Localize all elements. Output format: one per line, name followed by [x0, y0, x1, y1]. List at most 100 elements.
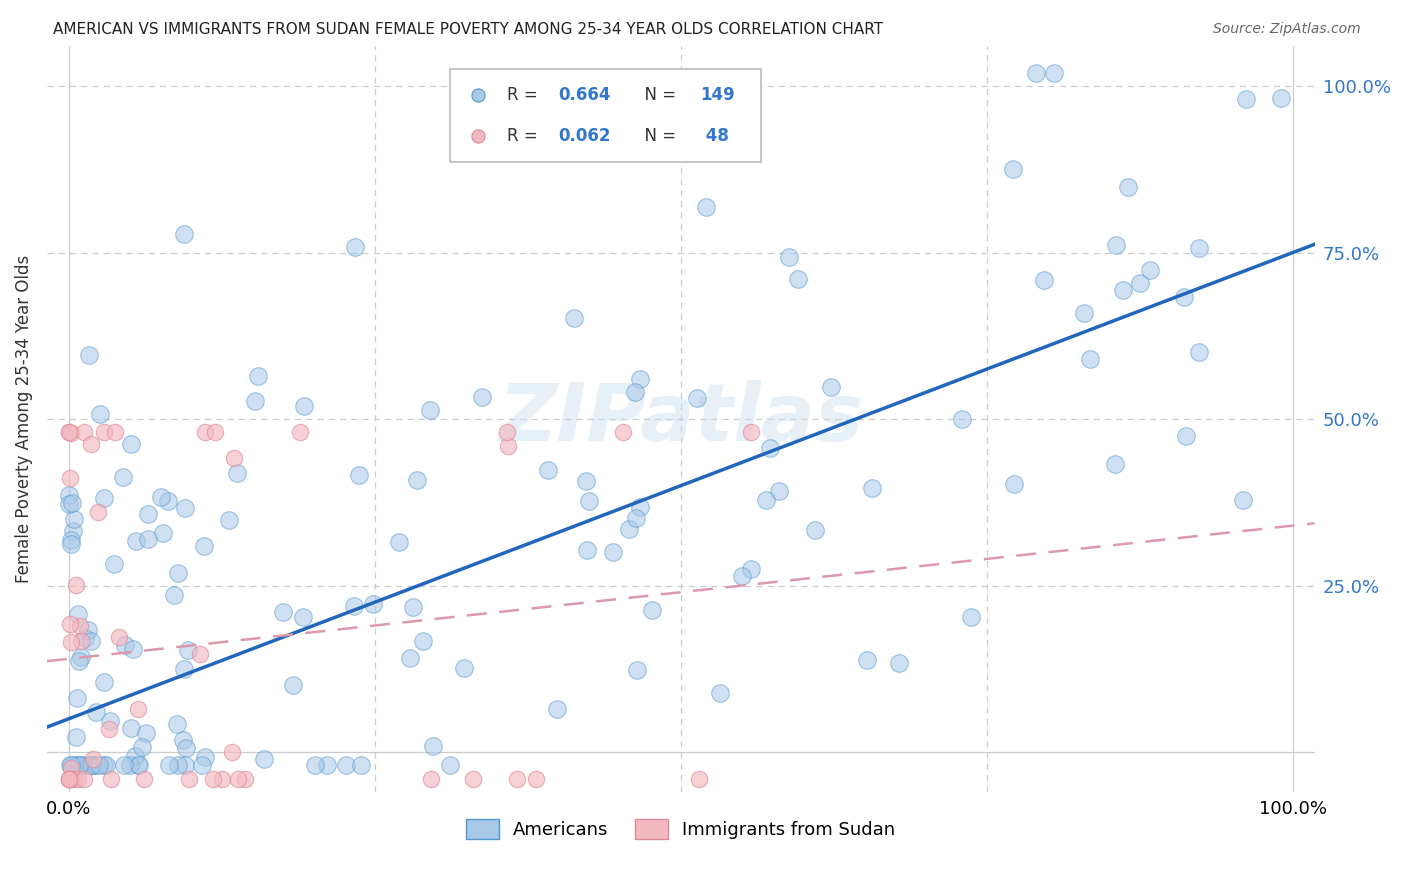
- Point: [361, 597, 384, 611]
- Point: [157, 758, 180, 772]
- Point: [58, 425, 80, 440]
- Point: [291, 610, 314, 624]
- Point: [60, 496, 83, 510]
- Text: ZIPatlas: ZIPatlas: [498, 380, 863, 458]
- Point: [58, 488, 80, 502]
- Point: [67, 772, 90, 786]
- Point: [950, 412, 973, 426]
- Point: [1001, 162, 1024, 177]
- Point: [617, 522, 640, 536]
- Point: [173, 227, 195, 241]
- Point: [59, 426, 82, 441]
- Point: [125, 534, 148, 549]
- Point: [316, 758, 339, 772]
- Point: [856, 653, 879, 667]
- Point: [578, 494, 600, 508]
- Point: [172, 732, 194, 747]
- Point: [93, 425, 115, 440]
- Point: [1116, 180, 1139, 194]
- Point: [122, 642, 145, 657]
- Point: [127, 702, 149, 716]
- Point: [474, 122, 496, 136]
- Point: [546, 702, 568, 716]
- Point: [60, 537, 83, 551]
- Point: [398, 651, 420, 665]
- Point: [224, 450, 246, 465]
- Point: [273, 605, 295, 619]
- FancyBboxPatch shape: [450, 69, 761, 161]
- Point: [401, 599, 423, 614]
- Point: [173, 500, 195, 515]
- Point: [709, 686, 731, 700]
- Point: [495, 425, 517, 440]
- Point: [124, 748, 146, 763]
- Point: [1104, 457, 1126, 471]
- Point: [173, 662, 195, 676]
- Point: [755, 493, 778, 508]
- Point: [60, 761, 83, 775]
- Point: [505, 772, 527, 786]
- Point: [626, 663, 648, 677]
- Point: [1139, 263, 1161, 277]
- Point: [245, 393, 267, 408]
- Point: [211, 772, 233, 786]
- Point: [1270, 91, 1292, 105]
- Point: [59, 533, 82, 547]
- Point: [111, 469, 134, 483]
- Point: [1042, 66, 1064, 80]
- Point: [59, 616, 82, 631]
- Point: [226, 772, 249, 786]
- Point: [120, 437, 142, 451]
- Point: [1188, 344, 1211, 359]
- Point: [76, 758, 98, 772]
- Point: [731, 569, 754, 583]
- Point: [537, 463, 560, 477]
- Point: [453, 661, 475, 675]
- Point: [73, 631, 96, 645]
- Point: [65, 578, 87, 592]
- Point: [439, 758, 461, 772]
- Point: [194, 425, 217, 440]
- Point: [96, 758, 118, 772]
- Point: [135, 726, 157, 740]
- Point: [686, 391, 709, 405]
- Text: R =: R =: [508, 86, 543, 103]
- Point: [58, 425, 80, 440]
- Point: [136, 507, 159, 521]
- Point: [1234, 92, 1257, 106]
- Point: [82, 752, 104, 766]
- Point: [778, 250, 800, 264]
- Point: [103, 558, 125, 572]
- Point: [179, 772, 201, 786]
- Point: [104, 425, 127, 440]
- Text: N =: N =: [634, 86, 682, 103]
- Point: [69, 758, 91, 772]
- Point: [67, 758, 90, 772]
- Point: [960, 610, 983, 624]
- Point: [59, 471, 82, 485]
- Text: 0.062: 0.062: [558, 127, 610, 145]
- Point: [73, 772, 96, 786]
- Point: [67, 607, 90, 621]
- Point: [89, 758, 111, 772]
- Point: [73, 425, 96, 440]
- Point: [682, 114, 704, 128]
- Point: [304, 758, 326, 772]
- Point: [474, 159, 496, 173]
- Point: [98, 714, 121, 728]
- Point: [1112, 283, 1135, 297]
- Point: [226, 466, 249, 480]
- Point: [253, 752, 276, 766]
- Point: [419, 403, 441, 417]
- Point: [350, 758, 373, 772]
- Point: [166, 758, 188, 772]
- Point: [1025, 66, 1047, 80]
- Point: [167, 566, 190, 580]
- Text: 0.664: 0.664: [558, 86, 610, 103]
- Point: [628, 372, 651, 386]
- Point: [89, 407, 111, 421]
- Point: [80, 633, 103, 648]
- Point: [292, 399, 315, 413]
- Point: [412, 633, 434, 648]
- Point: [820, 380, 842, 394]
